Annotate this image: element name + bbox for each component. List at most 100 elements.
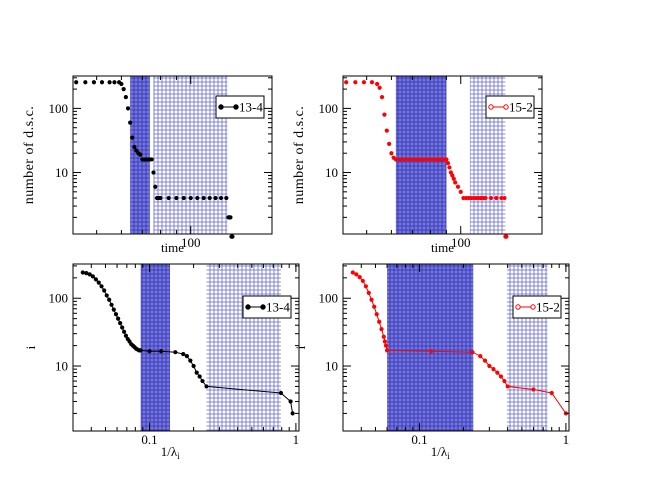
data-point [393,157,398,162]
data-point [498,374,504,379]
data-point [406,157,411,162]
data-point [74,80,79,85]
series-line [352,272,567,414]
data-point [344,80,349,85]
data-point [118,320,123,326]
data-point [495,370,500,375]
data-point [531,387,536,392]
legend-marker-right [530,304,536,310]
bands-layer [387,264,548,431]
data-point [470,350,475,355]
data-point [504,234,509,239]
y-tick-label: 100 [49,291,69,306]
data-point [488,195,494,201]
legend-label: 15-2 [536,300,560,315]
y-tick-label: 100 [319,291,339,306]
data-point [201,195,206,201]
data-point [107,297,112,302]
highlight-band-1 [395,76,447,234]
data-point [111,307,116,312]
x-axis-label-subscript: i [447,451,450,461]
data-point [375,81,380,87]
x-tick-label: 0.1 [411,432,427,447]
y-tick-label: 100 [319,101,339,116]
bands-layer [130,76,228,234]
plot-frame [342,75,543,235]
y-axis-label: i [23,345,38,349]
legend: 15-2 [485,95,535,119]
highlight-band-2 [506,264,548,431]
data-point [502,195,507,201]
data-point [228,215,233,220]
data-point [482,358,488,363]
data-point [91,80,97,85]
highlight-band-2 [206,264,281,431]
data-point [138,152,143,157]
panel-top-left: 100 10 100 time number of d.s.c. 13-4 [22,75,273,255]
data-point [204,384,209,389]
legend-marker-right [233,104,239,110]
ticks-layer: 100 10 100 [319,76,542,250]
data-point [102,288,107,293]
legend-marker-left [515,304,521,310]
data-point [431,157,436,162]
data-point [174,195,179,201]
data-point [441,157,446,162]
data-point [83,80,88,85]
data-point [414,157,419,162]
data-point [288,399,293,404]
marks-layer [74,80,235,239]
data-point [377,85,382,90]
legend: 13-4 [242,295,292,319]
data-point [379,95,385,100]
plot-frame [342,263,570,432]
bands-layer [140,264,281,431]
data-point [128,120,133,125]
data-point [153,184,158,189]
y-tick-label: 100 [49,101,69,116]
bands-layer [395,76,506,234]
legend-marker-left [488,104,494,110]
data-point [84,270,89,276]
x-tick-label: 100 [181,235,201,250]
data-point [421,157,426,162]
data-point [438,157,443,162]
legend-box [215,95,265,119]
data-point [369,80,375,85]
data-point [119,81,124,87]
data-point [445,161,451,166]
data-point [149,157,154,162]
data-point [159,349,164,354]
legend-box [242,295,292,319]
data-point [499,195,504,201]
data-point [502,378,507,384]
data-point [166,195,171,201]
x-axis-label: time [161,240,184,255]
data-point [188,195,193,201]
data-point [123,95,128,100]
data-point [374,312,379,317]
data-point [132,144,137,150]
data-point [200,378,205,384]
legend: 13-4 [215,95,265,119]
data-point [410,157,415,162]
data-point [87,272,92,277]
x-tick-label: 1 [293,432,300,447]
data-point [80,270,85,275]
data-point [360,278,365,284]
x-axis-label-main: 1/λ [161,444,178,459]
data-point [458,189,463,194]
data-point [369,297,374,302]
x-axis-label: time [431,240,454,255]
data-point [99,284,104,289]
data-point [428,157,433,162]
data-point [151,170,156,175]
marks-layer [80,270,295,416]
data-point [93,277,98,282]
data-point [109,302,114,307]
data-point [96,280,101,285]
data-point [181,195,186,201]
data-point [350,270,355,275]
legend-box [485,95,535,119]
